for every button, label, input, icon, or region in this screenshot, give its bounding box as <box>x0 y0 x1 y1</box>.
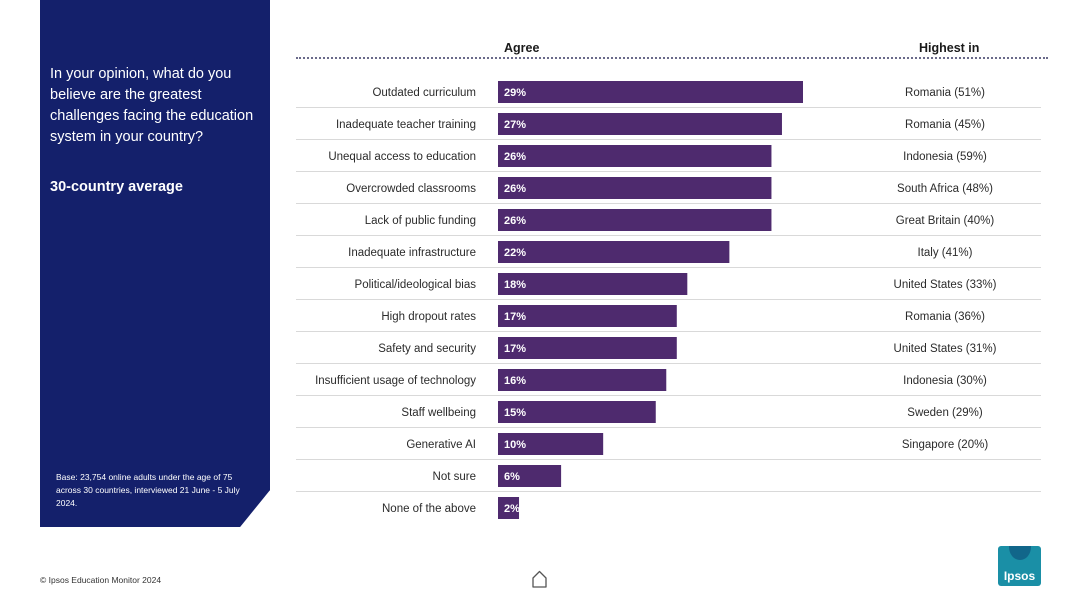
category-label: Unequal access to education <box>328 151 476 163</box>
value-label: 2% <box>504 503 520 515</box>
value-label: 18% <box>504 279 526 291</box>
bar <box>498 497 520 519</box>
bar <box>498 401 656 423</box>
highest-in-label: United States (31%) <box>894 343 997 355</box>
highest-in-column-header: Highest in <box>919 41 980 55</box>
bar <box>498 113 782 135</box>
header-divider <box>296 57 1048 59</box>
value-label: 17% <box>504 311 526 323</box>
footer-copyright: © Ipsos Education Monitor 2024 <box>40 575 162 585</box>
category-label: Outdated curriculum <box>372 87 476 99</box>
value-label: 26% <box>504 215 526 227</box>
category-label: Lack of public funding <box>365 215 476 227</box>
value-label: 26% <box>504 151 526 163</box>
value-label: 27% <box>504 119 526 131</box>
value-label: 15% <box>504 407 526 419</box>
category-label: High dropout rates <box>381 311 476 323</box>
logo-text: Ipsos <box>1003 569 1036 583</box>
highest-in-label: Romania (51%) <box>905 87 985 99</box>
value-label: 29% <box>504 87 526 99</box>
bar <box>498 273 688 295</box>
category-label: Staff wellbeing <box>401 407 476 419</box>
value-label: 10% <box>504 439 526 451</box>
category-label: Inadequate infrastructure <box>348 247 476 259</box>
bar <box>498 145 772 167</box>
highest-in-label: Sweden (29%) <box>907 407 983 419</box>
category-label: None of the above <box>382 503 476 515</box>
logo-sphere-icon <box>1009 546 1031 560</box>
highest-in-label: Romania (36%) <box>905 311 985 323</box>
highest-in-label: Great Britain (40%) <box>896 215 995 227</box>
category-label: Political/ideological bias <box>355 279 477 291</box>
value-label: 6% <box>504 471 520 483</box>
category-label: Generative AI <box>406 439 476 451</box>
category-label: Insufficient usage of technology <box>315 375 476 387</box>
average-label: 30-country average <box>50 179 183 195</box>
home-icon[interactable] <box>531 569 548 589</box>
category-label: Overcrowded classrooms <box>346 183 476 195</box>
bar <box>498 241 730 263</box>
bar <box>498 369 667 391</box>
category-label: Safety and security <box>378 343 476 355</box>
base-note: Base: 23,754 online adults under the age… <box>56 472 240 508</box>
highest-in-label: Romania (45%) <box>905 119 985 131</box>
question-text: In your opinion, what do you believe are… <box>50 66 254 145</box>
bar <box>498 337 677 359</box>
bar <box>498 177 772 199</box>
question-panel: In your opinion, what do you believe are… <box>40 0 270 527</box>
value-label: 16% <box>504 375 526 387</box>
bar <box>498 465 562 487</box>
highest-in-label: United States (33%) <box>894 279 997 291</box>
highest-in-label: Singapore (20%) <box>902 439 988 451</box>
category-label: Inadequate teacher training <box>336 119 476 131</box>
value-label: 17% <box>504 343 526 355</box>
category-label: Not sure <box>433 471 476 483</box>
highest-in-label: Indonesia (30%) <box>903 375 987 387</box>
bar <box>498 433 604 455</box>
ipsos-logo: Ipsos <box>998 546 1041 586</box>
highest-in-label: Italy (41%) <box>918 247 973 259</box>
value-label: 22% <box>504 247 526 259</box>
bar <box>498 305 677 327</box>
bar <box>498 209 772 231</box>
highest-in-label: Indonesia (59%) <box>903 151 987 163</box>
agree-column-header: Agree <box>504 41 540 55</box>
bar <box>498 81 803 103</box>
value-label: 26% <box>504 183 526 195</box>
highest-in-label: South Africa (48%) <box>897 183 993 195</box>
